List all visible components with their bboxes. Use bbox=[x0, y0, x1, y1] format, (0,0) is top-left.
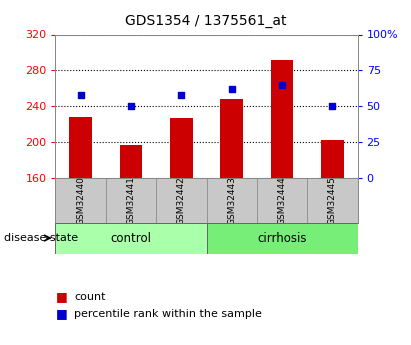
Text: count: count bbox=[74, 292, 106, 302]
Point bbox=[229, 86, 235, 92]
Text: GSM32440: GSM32440 bbox=[76, 176, 85, 225]
Text: GSM32445: GSM32445 bbox=[328, 176, 337, 225]
Text: GDS1354 / 1375561_at: GDS1354 / 1375561_at bbox=[125, 14, 286, 28]
Text: cirrhosis: cirrhosis bbox=[257, 231, 307, 245]
Point bbox=[77, 92, 84, 97]
Bar bbox=[271, 60, 293, 178]
Bar bbox=[55, 223, 206, 254]
Bar bbox=[206, 178, 257, 223]
Text: GSM32442: GSM32442 bbox=[177, 176, 186, 225]
Bar bbox=[321, 140, 344, 178]
Point bbox=[279, 82, 285, 87]
Bar bbox=[170, 118, 193, 178]
Bar bbox=[120, 145, 142, 178]
Text: ■: ■ bbox=[55, 307, 67, 321]
Text: control: control bbox=[111, 231, 152, 245]
Point bbox=[128, 104, 134, 109]
Text: GSM32444: GSM32444 bbox=[277, 176, 286, 225]
Text: disease state: disease state bbox=[4, 233, 78, 243]
Point bbox=[329, 104, 336, 109]
Text: GSM32443: GSM32443 bbox=[227, 176, 236, 225]
Bar bbox=[257, 178, 307, 223]
Point bbox=[178, 92, 185, 97]
Text: ■: ■ bbox=[55, 290, 67, 303]
Text: percentile rank within the sample: percentile rank within the sample bbox=[74, 309, 262, 319]
Bar bbox=[206, 223, 358, 254]
Bar bbox=[220, 99, 243, 178]
Bar bbox=[156, 178, 206, 223]
Bar bbox=[55, 178, 106, 223]
Bar bbox=[307, 178, 358, 223]
Bar bbox=[69, 117, 92, 178]
Bar bbox=[106, 178, 156, 223]
Text: GSM32441: GSM32441 bbox=[127, 176, 136, 225]
